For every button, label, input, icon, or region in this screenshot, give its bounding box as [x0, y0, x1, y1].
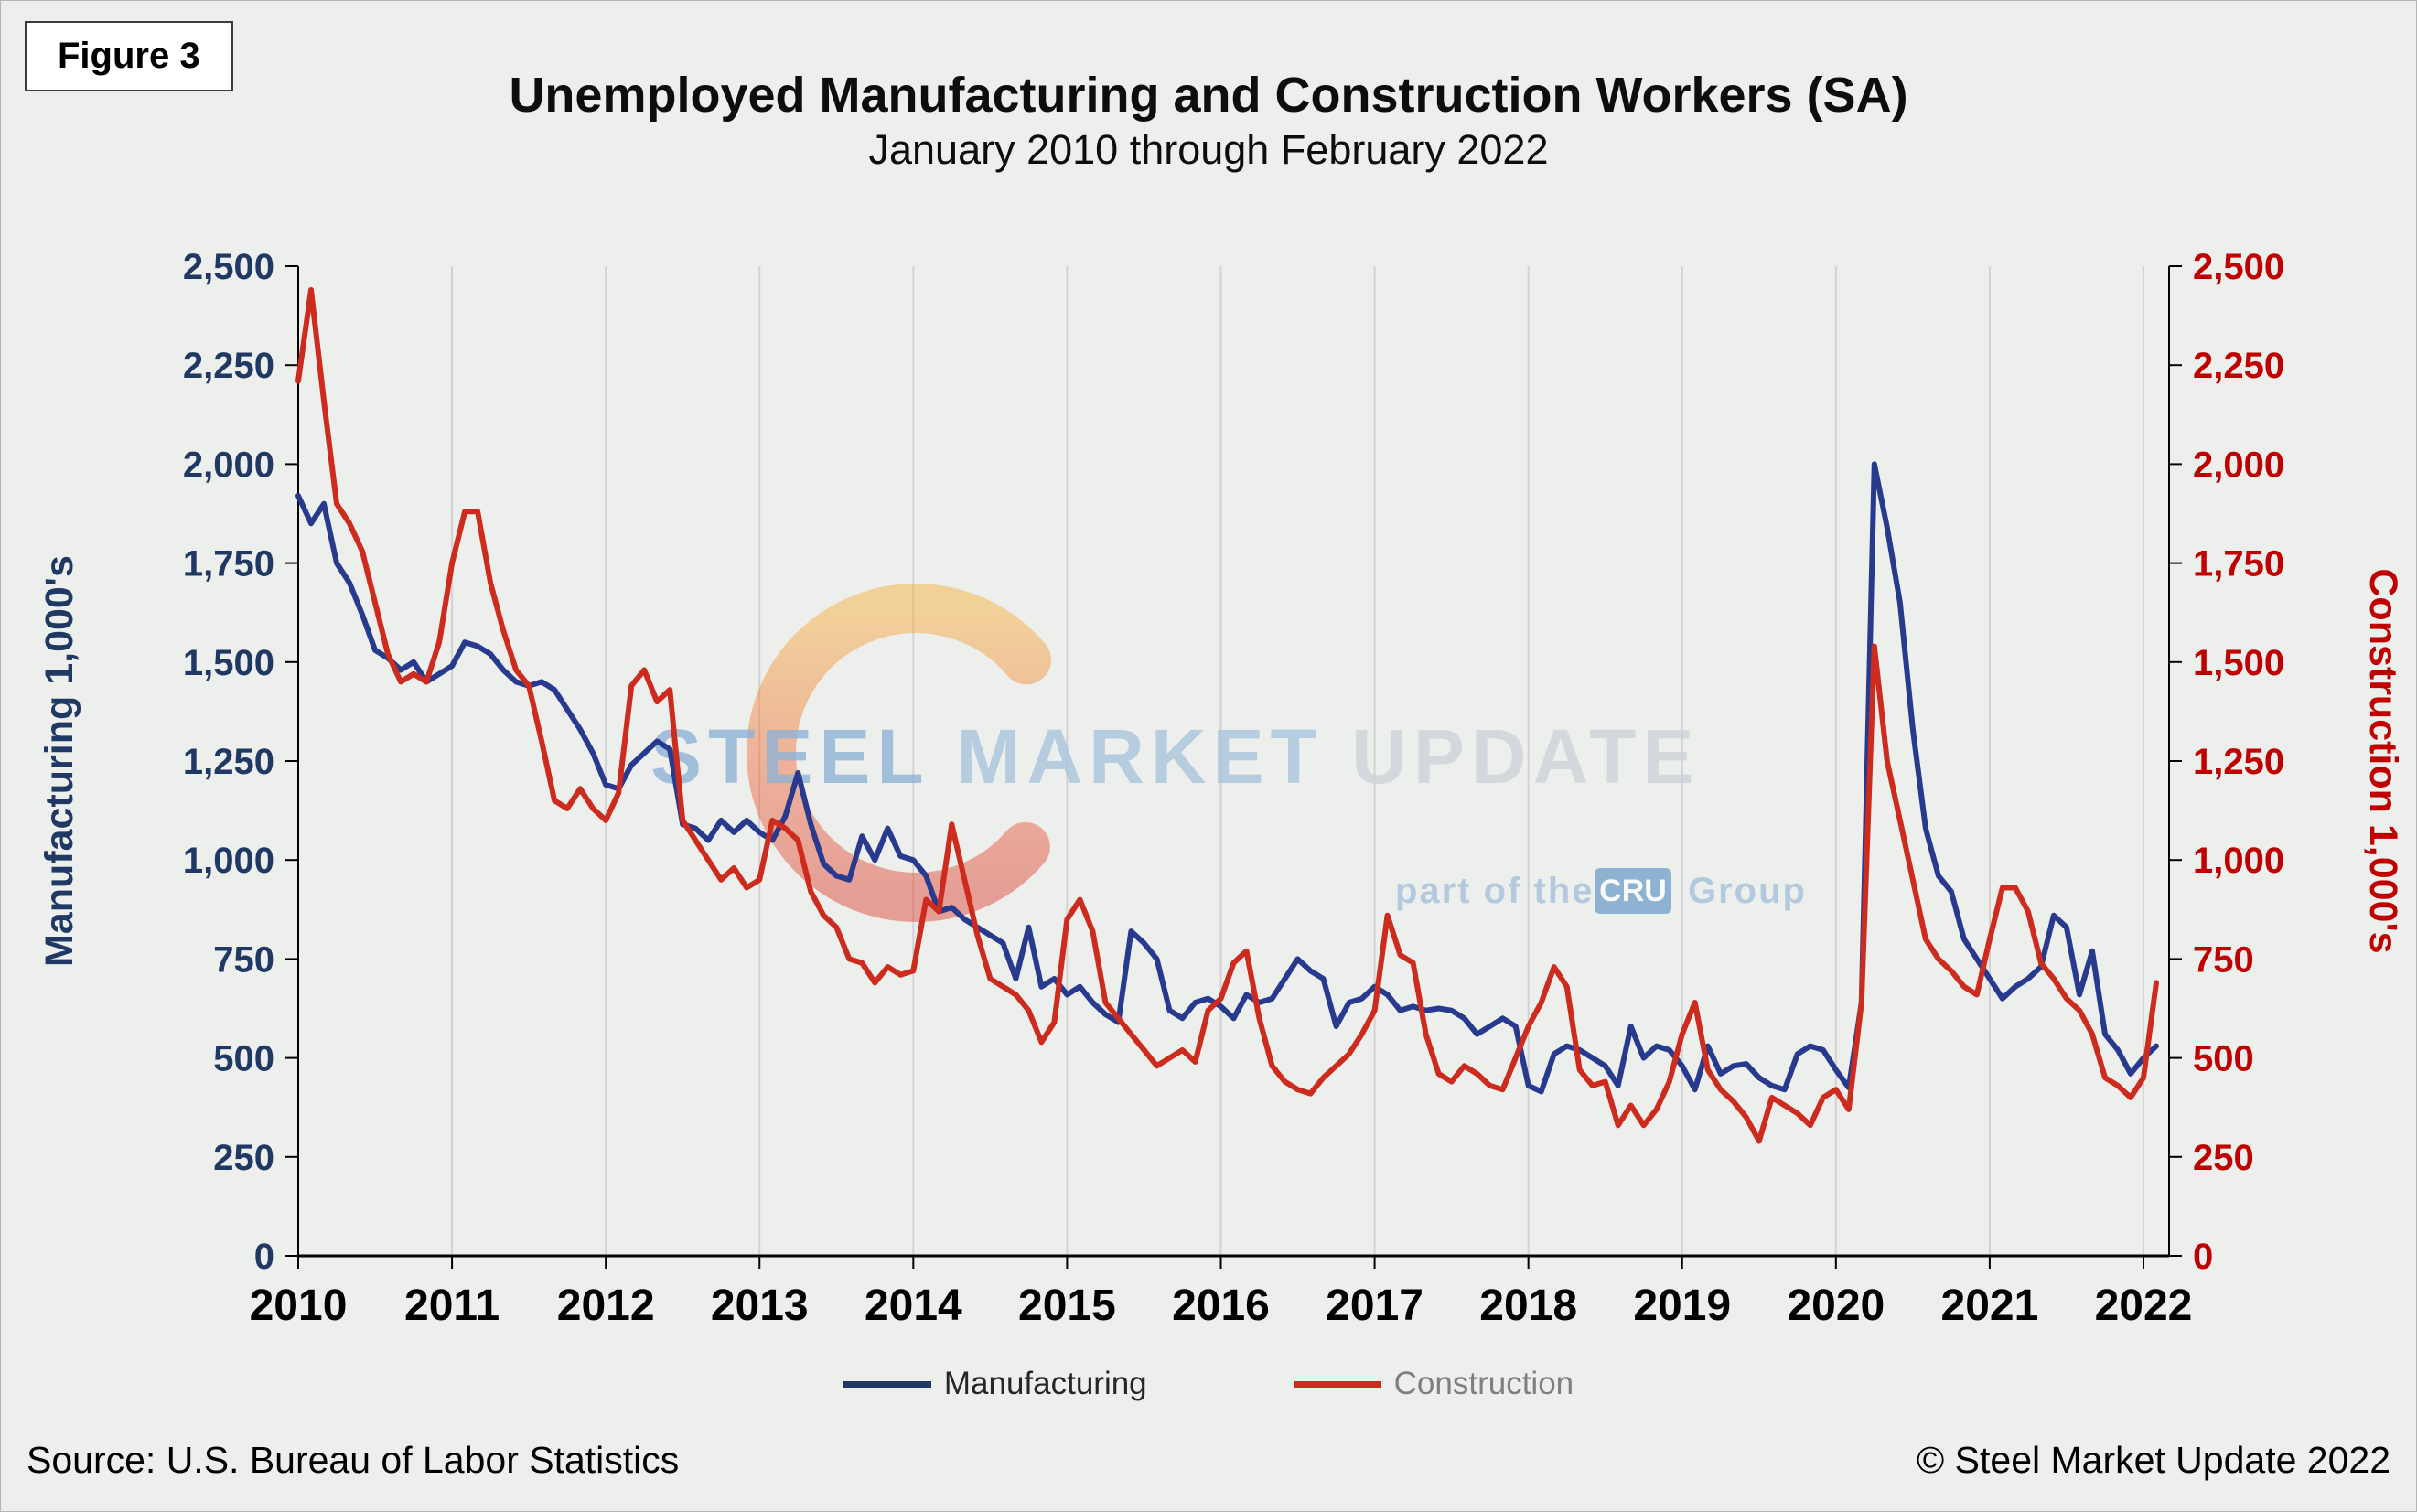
x-tick-label: 2015 — [1018, 1281, 1116, 1330]
left-axis-tick-label: 250 — [213, 1138, 274, 1178]
x-tick-label: 2010 — [250, 1281, 348, 1330]
left-axis-tick-label: 1,250 — [183, 742, 274, 782]
manufacturing-line-swatch — [843, 1380, 931, 1388]
left-axis-tick-label: 1,000 — [183, 841, 274, 881]
x-tick-label: 2012 — [557, 1281, 655, 1330]
cru-logo — [1595, 868, 1671, 914]
x-tick-label: 2014 — [865, 1281, 962, 1330]
right-axis-tick-label: 250 — [2193, 1138, 2254, 1178]
watermark-text: STEEL MARKET UPDATE — [650, 713, 1700, 799]
right-axis-tick-label: 2,500 — [2193, 247, 2284, 287]
chart-subtitle: January 2010 through February 2022 — [868, 126, 1549, 174]
watermark-crescent-icon — [747, 584, 1085, 922]
x-tick-label: 2021 — [1941, 1281, 2039, 1330]
construction-line — [295, 287, 2159, 1144]
right-axis-tick-label: 1,000 — [2193, 841, 2284, 881]
legend: Manufacturing Construction — [1, 1366, 2416, 1402]
left-axis-tick-label: 500 — [213, 1039, 274, 1079]
right-axis-tick-label: 750 — [2193, 939, 2254, 980]
legend-item-manufacturing: Manufacturing — [843, 1366, 1147, 1402]
x-tick-label: 2016 — [1172, 1281, 1270, 1330]
legend-label-manufacturing: Manufacturing — [943, 1366, 1147, 1401]
left-axis-tick-label: 2,250 — [183, 346, 274, 386]
manufacturing-line — [295, 461, 2159, 1095]
right-axis-title: Construction 1,000's — [2361, 568, 2405, 953]
right-axis-tick-label: 500 — [2193, 1039, 2254, 1079]
x-tick-label: 2020 — [1787, 1281, 1885, 1330]
watermark: STEEL MARKET UPDATE part of the CRU Group — [650, 584, 1807, 922]
right-axis-tick-label: 1,750 — [2193, 544, 2284, 584]
x-tick-label: 2017 — [1326, 1281, 1423, 1330]
left-axis-tick-label: 2,000 — [183, 445, 274, 485]
figure-label: Figure 3 — [25, 21, 233, 91]
left-axis-tick-label: 1,500 — [183, 643, 274, 683]
x-tick-label: 2011 — [404, 1281, 500, 1330]
watermark-part-of-text: part of the — [1395, 871, 1595, 911]
copyright-text: © Steel Market Update 2022 — [1917, 1439, 2390, 1481]
right-axis-tick-label: 1,500 — [2193, 643, 2284, 683]
x-tick-label: 2019 — [1633, 1281, 1731, 1330]
watermark-group-text: Group — [1688, 871, 1807, 911]
x-tick-label: 2013 — [711, 1281, 809, 1330]
left-axis-tick-label: 0 — [254, 1237, 274, 1277]
right-axis-tick-label: 1,250 — [2193, 742, 2284, 782]
left-axis-tick-label: 2,500 — [183, 247, 274, 287]
chart-header: Unemployed Manufacturing and Constructio… — [1, 67, 2416, 177]
construction-line-swatch — [1293, 1380, 1381, 1388]
left-axis-tick-label: 1,750 — [183, 544, 274, 584]
source-text: Source: U.S. Bureau of Labor Statistics — [27, 1439, 680, 1481]
footer: Source: U.S. Bureau of Labor Statistics … — [1, 1439, 2416, 1482]
x-tick-label: 2022 — [2095, 1281, 2193, 1330]
cru-logo-text: CRU — [1599, 874, 1667, 908]
legend-label-construction: Construction — [1393, 1366, 1574, 1401]
left-axis-title: Manufacturing 1,000's — [38, 555, 81, 967]
left-axis-tick-label: 750 — [213, 939, 274, 980]
right-axis-tick-label: 2,250 — [2193, 346, 2284, 386]
legend-item-construction: Construction — [1293, 1366, 1574, 1402]
y-axes: 0 0 250 250 500 500 750 750 1,000 1,000 1,250 1,250… — [183, 247, 2284, 1277]
right-axis-tick-label: 2,000 — [2193, 445, 2284, 485]
right-axis-tick-label: 0 — [2193, 1237, 2213, 1277]
x-axis: 2010 2011 2012 2013 2014 2015 2016 2017 2018 2019… — [250, 1256, 2193, 1330]
chart-title: Unemployed Manufacturing and Constructio… — [509, 68, 1908, 123]
x-tick-label: 2018 — [1479, 1281, 1577, 1330]
